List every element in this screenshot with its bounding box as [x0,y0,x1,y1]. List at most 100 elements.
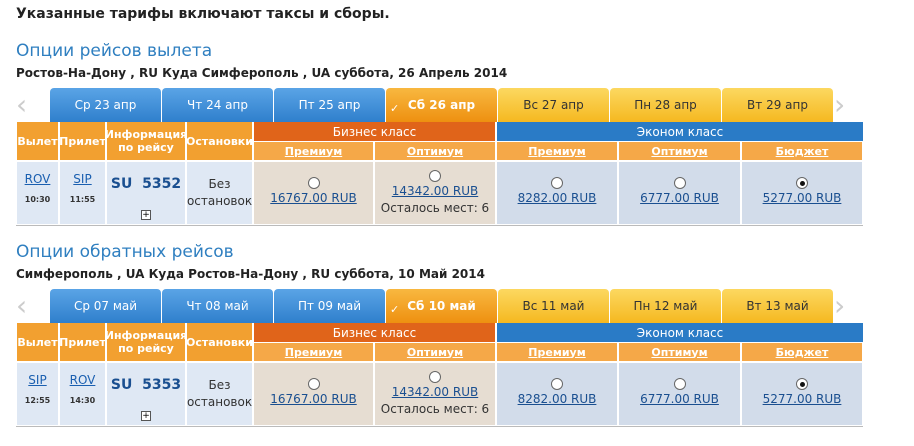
departure-time: 10:30 [24,195,51,204]
date-tab[interactable]: Пт 09 май [274,289,385,323]
economy-header: Эконом класс [497,122,863,141]
column-header: Информация по рейсу [105,122,187,160]
column-header: Прилет [59,122,106,160]
expand-button[interactable]: + [141,210,151,220]
flight-cell: ROV 10:30 [17,162,58,224]
date-tab[interactable]: Пн 28 апр [610,88,721,122]
route: Симферополь , UA Куда Ростов-На-Дону , R… [16,267,485,281]
check-icon: ✓ [390,102,400,115]
flight-cell: SIP 12:55 [17,363,58,425]
flight-cell: SU 5353 + [107,363,185,425]
check-icon: ✓ [390,303,400,316]
price[interactable]: 6777.00 RUB [640,191,719,205]
fare-radio[interactable] [673,378,686,390]
price[interactable]: 14342.00 RUB [391,184,479,198]
fare-cell: 14342.00 RUB Осталось мест: 6 [375,363,495,425]
price[interactable]: 5277.00 RUB [762,191,842,205]
flight-number: SU 5353 [110,377,182,393]
fare-cell: 6777.00 RUB [619,162,740,224]
price[interactable]: 16767.00 RUB [270,392,357,406]
destination-code[interactable]: ROV [69,373,96,387]
column-header: Прилет [59,323,106,361]
date-tab[interactable]: Пт 25 апр [274,88,385,122]
column-header: Вылет [17,122,58,160]
date-tab[interactable]: Ср 07 май [50,289,161,323]
fare-cell: 16767.00 RUB [254,162,373,224]
date-tab[interactable]: Сб 10 май ✓ [386,289,497,323]
flight-number: SU 5352 [110,176,182,192]
column-header: Вылет [17,323,58,361]
origin-code[interactable]: SIP [28,373,47,387]
economy-header: Эконом класс [497,323,863,342]
fare-cell: 16767.00 RUB [254,363,373,425]
stops: Без остановок [187,363,252,425]
price[interactable]: 6777.00 RUB [640,392,719,406]
next-arrow[interactable]: › [834,289,846,322]
column-header: Информация по рейсу [105,323,187,361]
origin-code[interactable]: ROV [24,172,51,186]
arrival-time: 14:30 [69,396,96,405]
flight-cell: SIP 11:55 [60,162,105,224]
fare-name[interactable]: Премиум [254,142,373,160]
flight-cell: SU 5352 + [107,162,185,224]
fare-cell: 8282.00 RUB [497,363,617,425]
section-title: Опции рейсов вылета [16,41,213,61]
destination-code[interactable]: SIP [73,172,92,186]
prev-arrow[interactable]: ‹ [16,289,28,322]
fare-radio[interactable] [796,177,808,189]
expand-button[interactable]: + [141,411,151,421]
date-tab[interactable]: Вт 13 май [722,289,833,323]
business-header: Бизнес класс [254,122,495,141]
price[interactable]: 8282.00 RUB [517,392,597,406]
fare-cell: 8282.00 RUB [497,162,617,224]
fare-name[interactable]: Оптимум [619,343,740,361]
seats-left: Осталось мест: 6 [380,201,490,215]
fare-radio[interactable] [307,378,320,390]
prev-arrow[interactable]: ‹ [16,88,28,121]
stops: Без остановок [187,162,252,224]
arrival-time: 11:55 [69,195,96,204]
price[interactable]: 5277.00 RUB [762,392,842,406]
fare-radio[interactable] [551,177,563,189]
fare-radio[interactable] [796,378,808,390]
column-header: Остановки [186,323,253,361]
date-tab[interactable]: Ср 23 апр [50,88,161,122]
departure-time: 12:55 [24,396,51,405]
fare-radio[interactable] [673,177,686,189]
fare-name[interactable]: Бюджет [742,142,862,160]
price[interactable]: 16767.00 RUB [270,191,357,205]
fare-name[interactable]: Оптимум [375,142,495,160]
fare-name[interactable]: Премиум [254,343,373,361]
column-header: Остановки [186,122,253,160]
fare-radio[interactable] [429,371,441,383]
date-tab[interactable]: Вт 29 апр [722,88,833,122]
date-tab[interactable]: Вс 11 май [498,289,609,323]
route: Ростов-На-Дону , RU Куда Симферополь , U… [16,66,508,80]
price[interactable]: 14342.00 RUB [391,385,479,399]
fare-cell: 6777.00 RUB [619,363,740,425]
fare-cell: 14342.00 RUB Осталось мест: 6 [375,162,495,224]
radio-dot [799,381,805,387]
business-header: Бизнес класс [254,323,495,342]
fare-cell: 5277.00 RUB [742,363,862,425]
fare-radio[interactable] [307,177,320,189]
date-tab[interactable]: Вс 27 апр [498,88,609,122]
date-tab[interactable]: Чт 08 май [162,289,273,323]
price[interactable]: 8282.00 RUB [517,191,597,205]
fare-name[interactable]: Оптимум [375,343,495,361]
fare-cell: 5277.00 RUB [742,162,862,224]
seats-left: Осталось мест: 6 [380,402,490,416]
fare-name[interactable]: Премиум [497,343,617,361]
fare-radio[interactable] [551,378,563,390]
fare-radio[interactable] [429,170,441,182]
fare-name[interactable]: Премиум [497,142,617,160]
fare-name[interactable]: Бюджет [742,343,862,361]
date-tab[interactable]: Пн 12 май [610,289,721,323]
radio-dot [799,180,805,186]
date-tab[interactable]: Чт 24 апр [162,88,273,122]
section-title: Опции обратных рейсов [16,242,234,262]
next-arrow[interactable]: › [834,88,846,121]
fare-name[interactable]: Оптимум [619,142,740,160]
date-tab[interactable]: Сб 26 апр ✓ [386,88,497,122]
